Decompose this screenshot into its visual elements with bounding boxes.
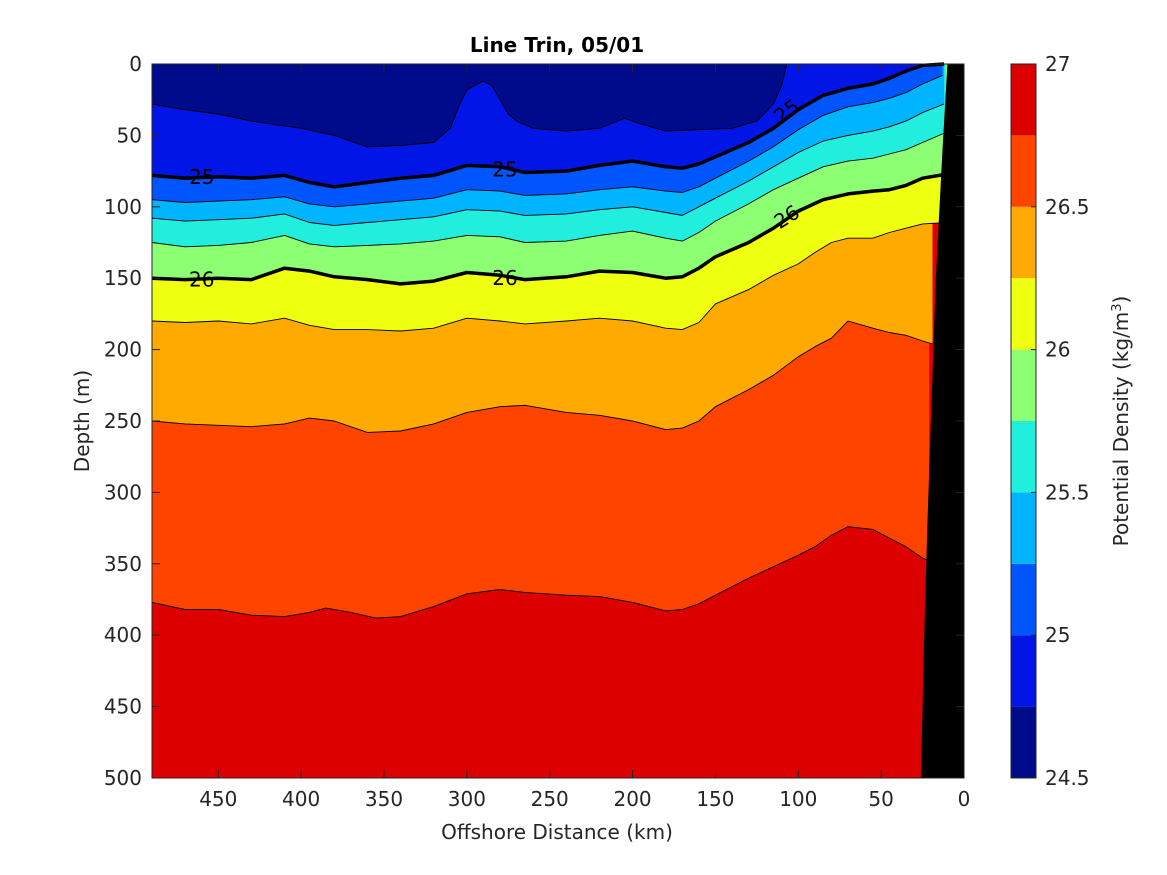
colorbar-swatch-26.25 [1011, 206, 1036, 279]
x-tick-label: 200 [613, 787, 651, 811]
contour-label-text: 25 [189, 165, 214, 189]
bathymetry-mask [920, 64, 964, 778]
colorbar-swatch-25.00 [1011, 563, 1036, 636]
colorbar-tick-label: 24.5 [1045, 766, 1090, 790]
x-axis-label: Offshore Distance (km) [441, 820, 673, 844]
colorbar-swatch-24.75 [1011, 635, 1036, 707]
colorbar-tick-label: 26 [1045, 338, 1070, 362]
isopycnal-24.75 [151, 63, 788, 148]
x-tick-label: 100 [779, 787, 817, 811]
colorbar-tick-label: 25.5 [1045, 480, 1090, 504]
contour-label-text: 26 [189, 268, 214, 292]
y-tick-label: 300 [104, 480, 142, 504]
colorbar-frame [1010, 63, 1037, 779]
contour-label: 26 [189, 268, 214, 292]
contour-label-text: 26 [492, 266, 517, 290]
colorbar-swatch-25.50 [1011, 421, 1036, 493]
y-tick-label: 250 [104, 409, 142, 433]
colorbar-swatch-25.25 [1011, 492, 1036, 564]
colorbar-swatch-25.75 [1011, 349, 1036, 421]
x-tick-label: 300 [448, 787, 486, 811]
contour-label-text: 25 [492, 158, 517, 182]
x-tick-label: 0 [958, 787, 971, 811]
colorbar-swatch-24.50 [1011, 706, 1036, 778]
y-tick-label: 500 [104, 766, 142, 790]
y-tick-label: 350 [104, 552, 142, 576]
x-tick-label: 150 [696, 787, 734, 811]
colorbar-ticks: 24.5 25 25.5 26 26.5 27 [1031, 52, 1090, 790]
x-tick-label: 400 [282, 787, 320, 811]
y-tick-label: 450 [104, 695, 142, 719]
colorbar-swatches [1011, 64, 1036, 778]
colorbar-swatch-26.00 [1011, 278, 1036, 350]
y-tick-label: 400 [104, 623, 142, 647]
isopycnal-25.5 [151, 103, 945, 226]
colorbar-label-superscript: 3 [1110, 303, 1125, 311]
density-band-24.50-24.75 [152, 64, 787, 147]
x-tick-label: 50 [868, 787, 893, 811]
colorbar-label: Potential Density (kg/m3) [1109, 296, 1133, 547]
colorbar-swatch-26.75 [1011, 64, 1036, 136]
y-tick-label: 0 [129, 52, 142, 76]
chart-title: Line Trin, 05/01 [470, 33, 644, 57]
x-tick-label: 350 [365, 787, 403, 811]
x-tick-label: 450 [199, 787, 237, 811]
y-axis: 0 50 100 150 200 250 300 350 400 450 500 [104, 52, 964, 790]
colorbar-tick-label: 27 [1045, 52, 1070, 76]
isopycnal-26 [151, 172, 948, 286]
y-tick-label: 50 [117, 123, 142, 147]
colorbar-swatch-26.50 [1011, 135, 1036, 207]
isopycnal-26.25 [151, 222, 948, 332]
x-tick-label: 250 [531, 787, 569, 811]
contour-label: 25 [492, 158, 517, 182]
y-tick-label: 200 [104, 338, 142, 362]
isopycnal-26.75 [151, 526, 930, 619]
isopycnal-25 [151, 62, 945, 189]
y-axis-label: Depth (m) [70, 370, 94, 472]
colorbar-tick-label: 26.5 [1045, 195, 1090, 219]
x-axis: 450 400 350 300 250 200 150 100 50 0 [199, 64, 970, 811]
isopycnal-25.25 [151, 74, 943, 208]
colorbar-tick-label: 25 [1045, 623, 1070, 647]
contour-lines [151, 62, 948, 619]
contour-label: 25 [189, 165, 214, 189]
colorbar: 24.5 25 25.5 26 26.5 27 Potential Density (kg… [1010, 52, 1133, 790]
isopycnal-26.5 [151, 320, 933, 433]
isopycnal-25.75 [151, 132, 946, 248]
y-tick-label: 100 [104, 195, 142, 219]
contour-label: 26 [492, 266, 517, 290]
y-tick-label: 150 [104, 266, 142, 290]
